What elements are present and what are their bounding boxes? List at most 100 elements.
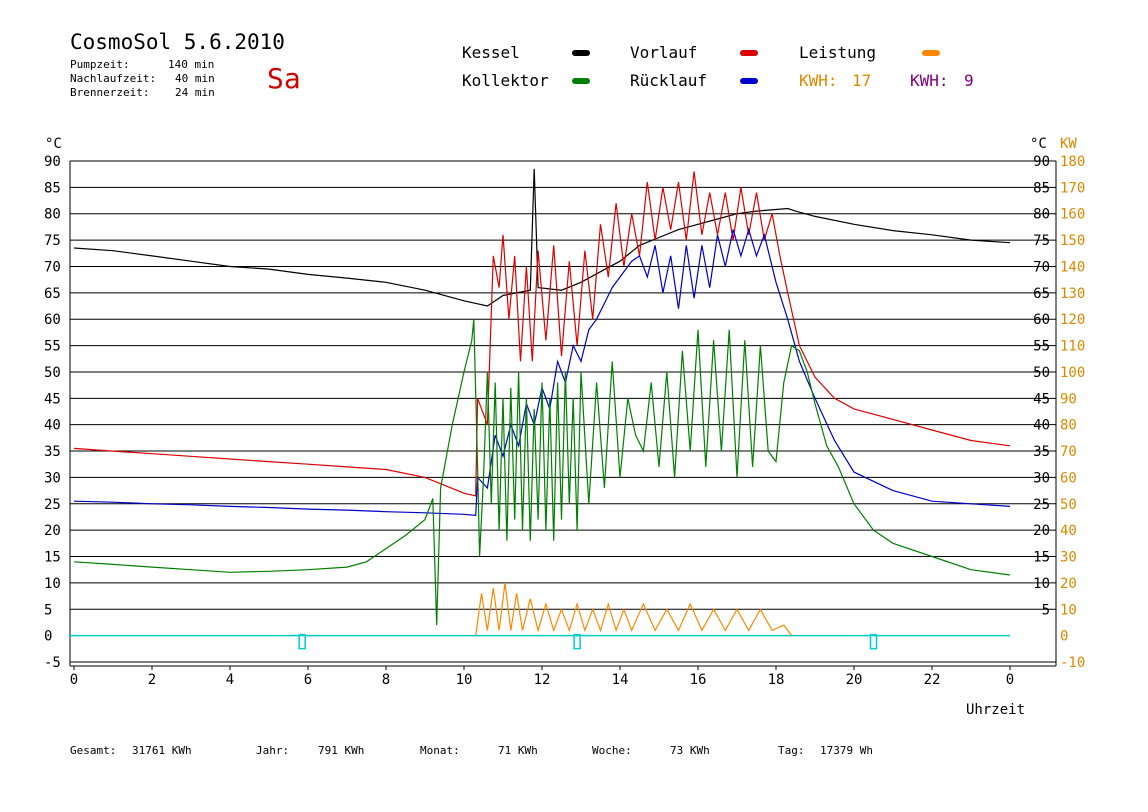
y-tick-left: 45	[44, 391, 61, 407]
footer-woche-label: Woche:	[592, 744, 632, 757]
legend-kessel-label: Kessel	[462, 43, 520, 62]
chart-title: CosmoSol 5.6.2010	[70, 30, 285, 54]
legend-kwh2-value: 9	[964, 71, 974, 90]
x-tick-label: 4	[226, 672, 234, 688]
y-tick-left: 55	[44, 339, 61, 355]
y-tick-right-power: 30	[1060, 550, 1077, 566]
y-tick-right-power: 0	[1060, 629, 1068, 645]
y-tick-left: 65	[44, 286, 61, 302]
y-tick-right-temp: 50	[1033, 365, 1050, 381]
info-nachlaufzeit-label: Nachlaufzeit:	[70, 72, 157, 85]
x-tick-label: 10	[456, 672, 473, 688]
footer-jahr-label: Jahr:	[256, 744, 290, 757]
legend-kessel-swatch	[572, 50, 590, 56]
y-axis-right-power-unit: KW	[1060, 136, 1077, 152]
y-tick-right-temp: 65	[1033, 286, 1050, 302]
y-tick-right-temp: 45	[1033, 391, 1050, 407]
chart-series-group	[70, 168, 1011, 650]
y-tick-left: 30	[44, 470, 61, 486]
y-tick-right-power: 10	[1060, 602, 1077, 618]
legend-ruecklauf-label: Rücklauf	[630, 71, 708, 90]
pump-marker	[869, 633, 878, 650]
footer-tag-label: Tag:	[778, 744, 805, 757]
y-tick-right-power: 50	[1060, 497, 1077, 513]
series-line-leistung	[475, 582, 793, 636]
legend-leistung-swatch	[922, 50, 940, 56]
x-tick-label: 18	[768, 672, 785, 688]
info-pumpzeit-label: Pumpzeit:	[70, 58, 130, 71]
info-brennerzeit-label: Brennerzeit:	[70, 86, 150, 99]
y-tick-right-power: 150	[1060, 233, 1085, 249]
y-tick-left: 85	[44, 180, 61, 196]
pump-marker	[573, 633, 581, 650]
series-line-kessel	[73, 168, 1011, 307]
y-tick-right-temp: 60	[1033, 312, 1050, 328]
y-tick-left: 10	[44, 576, 61, 592]
x-tick-label: 20	[846, 672, 863, 688]
y-tick-right-power: 70	[1060, 444, 1077, 460]
y-tick-right-temp: 90	[1033, 154, 1050, 170]
legend-vorlauf-swatch	[740, 50, 758, 56]
y-tick-right-power: 90	[1060, 391, 1077, 407]
x-tick-label: 16	[690, 672, 707, 688]
y-tick-left: 90	[44, 154, 61, 170]
legend-leistung-label: Leistung	[799, 43, 877, 62]
day-label: Sa	[267, 62, 301, 95]
series-line-rücklauf	[73, 227, 1011, 517]
y-tick-left: 80	[44, 207, 61, 223]
y-tick-left: 20	[44, 523, 61, 539]
y-tick-right-power: 170	[1060, 180, 1085, 196]
y-tick-right-temp: 70	[1033, 259, 1050, 275]
y-tick-left: -5	[44, 655, 61, 671]
footer-gesamt-value: 31761 KWh	[132, 744, 192, 757]
x-axis-label: Uhrzeit	[966, 702, 1026, 718]
y-tick-right-power: 160	[1060, 207, 1085, 223]
y-tick-right-temp: 80	[1033, 207, 1050, 223]
chart-ticks: -505101520253035404550556065707580859051…	[44, 154, 1085, 688]
y-tick-right-power: 20	[1060, 576, 1077, 592]
x-tick-label: 0	[70, 672, 78, 688]
info-pumpzeit-value: 140 min	[168, 58, 215, 71]
y-tick-right-temp: 15	[1033, 550, 1050, 566]
y-tick-right-temp: 40	[1033, 418, 1050, 434]
y-tick-right-temp: 75	[1033, 233, 1050, 249]
x-tick-label: 2	[148, 672, 156, 688]
y-tick-left: 75	[44, 233, 61, 249]
footer-jahr-value: 791 KWh	[318, 744, 365, 757]
legend-ruecklauf-swatch	[740, 78, 758, 84]
info-nachlaufzeit-value: 40 min	[175, 72, 215, 85]
legend-vorlauf-label: Vorlauf	[630, 43, 698, 62]
series-line-kollektor	[73, 319, 1011, 626]
series-line-vorlauf	[73, 171, 1011, 497]
y-tick-right-power: 80	[1060, 418, 1077, 434]
y-tick-right-power: -10	[1060, 655, 1085, 671]
chart-grid	[69, 160, 1057, 667]
y-tick-right-temp: 5	[1042, 602, 1050, 618]
y-tick-right-power: 130	[1060, 286, 1085, 302]
y-tick-left: 70	[44, 259, 61, 275]
y-tick-right-power: 100	[1060, 365, 1085, 381]
y-axis-right-temp-unit: °C	[1030, 136, 1047, 152]
y-tick-left: 60	[44, 312, 61, 328]
x-tick-label: 12	[534, 672, 551, 688]
y-tick-right-power: 120	[1060, 312, 1085, 328]
y-tick-left: 25	[44, 497, 61, 513]
y-tick-left: 15	[44, 550, 61, 566]
y-tick-left: 0	[44, 629, 52, 645]
footer-woche-value: 73 KWh	[670, 744, 710, 757]
y-tick-left: 35	[44, 444, 61, 460]
y-tick-right-temp: 10	[1033, 576, 1050, 592]
y-tick-right-temp: 35	[1033, 444, 1050, 460]
y-tick-right-power: 180	[1060, 154, 1085, 170]
y-tick-right-power: 140	[1060, 259, 1085, 275]
footer-tag-value: 17379 Wh	[820, 744, 873, 757]
y-axis-left-unit: °C	[45, 136, 62, 152]
footer-monat-value: 71 KWh	[498, 744, 538, 757]
x-tick-label: 14	[612, 672, 629, 688]
y-tick-right-power: 110	[1060, 339, 1085, 355]
legend-kwh2-label: KWH:	[910, 71, 949, 90]
y-tick-right-temp: 85	[1033, 180, 1050, 196]
pump-marker	[298, 633, 306, 650]
legend-kwh1-label: KWH:	[799, 71, 838, 90]
